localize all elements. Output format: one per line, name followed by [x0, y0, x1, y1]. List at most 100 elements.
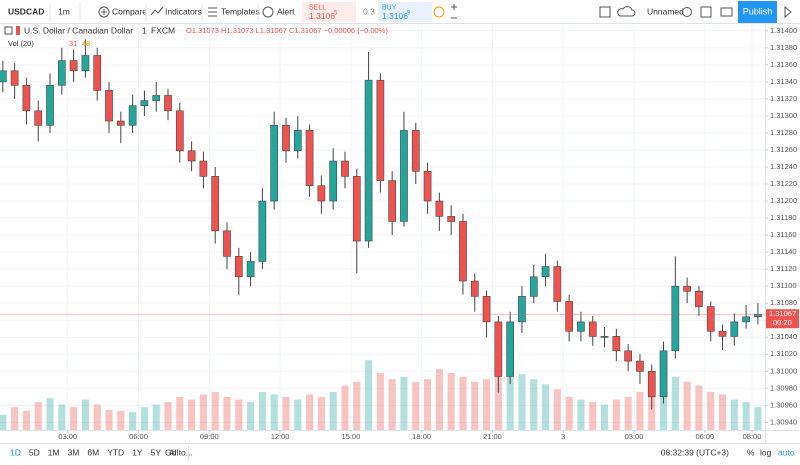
volume-bar — [164, 402, 172, 430]
volume-label: Vol (20) — [8, 39, 34, 48]
candle-body — [69, 60, 78, 72]
candle-body — [494, 321, 503, 377]
log-toggle[interactable]: log — [760, 447, 772, 457]
candle-body — [305, 130, 314, 187]
volume-bar — [400, 376, 408, 430]
y-tick-label: 1.31220 — [770, 179, 797, 188]
buy-box[interactable] — [378, 2, 432, 22]
volume-bar — [424, 379, 432, 430]
volume-bar — [223, 397, 231, 430]
range-button[interactable]: 5D — [29, 447, 40, 457]
symbol-flag — [16, 26, 20, 35]
templates-button[interactable]: Templates — [221, 6, 260, 16]
candle-body — [164, 95, 172, 112]
volume-bar — [553, 389, 561, 430]
compare-button[interactable]: Compare — [112, 6, 147, 16]
panel-toggle[interactable] — [784, 5, 792, 19]
y-tick-label: 1.31140 — [770, 247, 797, 256]
volume-bar — [742, 402, 750, 430]
y-tick-label: 1.31040 — [770, 332, 797, 341]
y-tick-label: 1.31340 — [770, 77, 797, 86]
candle-body — [34, 110, 43, 126]
candle-body — [435, 200, 444, 217]
volume-bar — [140, 407, 148, 430]
range-button[interactable]: All — [169, 447, 179, 457]
candle-body — [364, 79, 373, 242]
cloud-icon[interactable] — [617, 6, 636, 17]
symbol[interactable]: USDCAD — [8, 6, 44, 16]
volume-bar — [58, 404, 66, 430]
candle-body — [612, 336, 621, 352]
volume-bar — [176, 397, 184, 430]
candle-body — [411, 130, 420, 172]
sell-box[interactable] — [302, 2, 356, 22]
candle-body — [376, 79, 385, 181]
volume-bar — [306, 394, 314, 430]
layout-name[interactable]: Unnamed — [647, 6, 684, 16]
range-button[interactable]: YTD — [107, 447, 124, 457]
volume-bar — [235, 399, 243, 430]
volume-bar — [412, 381, 420, 430]
range-button[interactable]: 1D — [10, 447, 21, 457]
range-button[interactable]: 6M — [87, 447, 99, 457]
volume-bar — [0, 414, 7, 430]
candle-body — [199, 160, 208, 177]
collapse-icon[interactable] — [4, 26, 13, 35]
volume-bar — [683, 381, 691, 430]
candle-body — [482, 296, 491, 323]
buy-pip: 9 — [407, 11, 411, 17]
range-button[interactable]: 1M — [48, 447, 60, 457]
layout-icon[interactable] — [599, 6, 611, 18]
fullscreen-icon[interactable] — [700, 6, 712, 18]
x-tick-label: 12:00 — [271, 432, 290, 441]
y-tick-label: 1.31100 — [770, 281, 797, 290]
compare-icon[interactable] — [98, 6, 110, 18]
alert-icon[interactable] — [262, 6, 274, 18]
volume-bar — [152, 404, 160, 430]
volume-bar — [542, 384, 550, 430]
volume-bar — [471, 381, 479, 430]
indicators-icon[interactable] — [150, 6, 164, 16]
publish-button[interactable] — [738, 1, 777, 23]
volume-bar — [447, 372, 455, 430]
candle-body — [116, 120, 125, 126]
volume-bar — [247, 402, 255, 430]
auto-toggle[interactable]: auto — [778, 447, 795, 457]
volume-bar — [34, 402, 42, 430]
volume-bar — [258, 391, 266, 430]
settings-icon[interactable] — [682, 7, 692, 17]
trade-status-icon[interactable] — [433, 6, 445, 18]
volume-bar — [199, 394, 207, 430]
candle-body — [234, 256, 243, 278]
candle-body — [10, 70, 19, 86]
alert-button[interactable]: Alert — [277, 6, 295, 16]
snapshot-icon[interactable] — [720, 7, 733, 17]
templates-icon[interactable] — [208, 7, 217, 17]
candle-body — [683, 285, 691, 292]
goto-button[interactable]: Go to... — [165, 447, 193, 457]
volume-bar — [329, 391, 337, 430]
interval[interactable]: 1m — [58, 6, 70, 16]
volume-bar — [22, 410, 30, 430]
volume-bar — [294, 399, 302, 430]
candle-body — [282, 124, 290, 152]
y-tick-label: 1.31200 — [770, 196, 797, 205]
candle-body — [647, 370, 656, 398]
candle-body — [128, 105, 137, 126]
indicators-button[interactable]: Indicators — [165, 6, 202, 16]
range-button[interactable]: 1Y — [132, 447, 143, 457]
candle-body — [175, 110, 184, 152]
zoom-icons[interactable] — [451, 4, 457, 19]
x-tick-label: 3 — [561, 432, 565, 441]
y-tick-label: 1.31380 — [770, 43, 797, 52]
candle-body — [270, 124, 279, 202]
volume-bar — [353, 381, 361, 430]
candle-body — [22, 84, 31, 112]
spread: 0.3 — [363, 6, 375, 16]
candle-body — [706, 306, 715, 332]
percent-toggle[interactable]: % — [747, 447, 755, 457]
compare-icon — [101, 9, 107, 15]
volume-bar — [754, 407, 762, 430]
range-button[interactable]: 5Y — [151, 447, 162, 457]
range-button[interactable]: 3M — [68, 447, 80, 457]
